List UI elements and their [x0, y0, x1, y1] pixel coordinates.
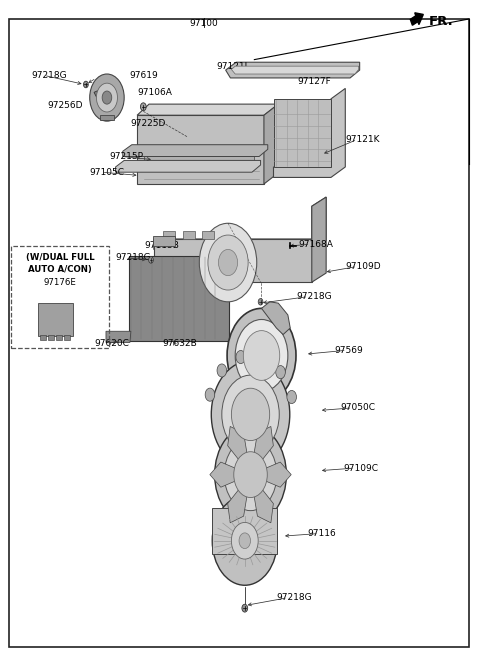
Polygon shape: [274, 99, 331, 167]
Text: 97218G: 97218G: [297, 292, 332, 301]
Circle shape: [149, 256, 154, 263]
Circle shape: [257, 351, 267, 364]
Text: 97256D: 97256D: [48, 101, 83, 110]
FancyBboxPatch shape: [48, 335, 54, 340]
Circle shape: [242, 604, 248, 612]
Circle shape: [141, 103, 146, 111]
Polygon shape: [106, 331, 131, 342]
Text: 97218G: 97218G: [32, 71, 67, 80]
Polygon shape: [212, 508, 277, 554]
Polygon shape: [202, 231, 214, 239]
Polygon shape: [154, 197, 326, 249]
Polygon shape: [226, 62, 360, 78]
Circle shape: [211, 361, 290, 468]
Text: 97116: 97116: [307, 529, 336, 538]
Polygon shape: [116, 161, 261, 173]
Polygon shape: [262, 302, 290, 335]
Circle shape: [199, 223, 257, 302]
FancyBboxPatch shape: [40, 335, 46, 340]
Text: 97106A: 97106A: [137, 88, 172, 97]
Text: 97168A: 97168A: [299, 239, 333, 249]
Circle shape: [227, 308, 296, 403]
Text: 97176E: 97176E: [44, 277, 77, 287]
Polygon shape: [144, 152, 254, 168]
Polygon shape: [231, 66, 359, 74]
Polygon shape: [274, 89, 345, 177]
Text: 97109C: 97109C: [343, 464, 378, 472]
Polygon shape: [312, 197, 326, 282]
Polygon shape: [251, 462, 291, 487]
Text: 97121K: 97121K: [345, 135, 380, 144]
Polygon shape: [182, 231, 194, 239]
Circle shape: [234, 452, 267, 497]
Polygon shape: [153, 236, 175, 245]
Circle shape: [236, 350, 246, 363]
Circle shape: [258, 298, 263, 305]
Text: AUTO A/CON): AUTO A/CON): [28, 264, 92, 274]
Polygon shape: [228, 426, 251, 475]
Polygon shape: [37, 303, 73, 336]
Text: 97215P: 97215P: [110, 152, 144, 161]
Text: 97218G: 97218G: [116, 253, 151, 262]
Text: 97105C: 97105C: [90, 168, 125, 176]
Polygon shape: [163, 231, 175, 239]
Polygon shape: [94, 89, 104, 97]
Circle shape: [208, 235, 248, 290]
Text: 97127F: 97127F: [298, 77, 331, 87]
FancyArrow shape: [410, 12, 423, 25]
Text: 97218G: 97218G: [276, 593, 312, 602]
Circle shape: [90, 74, 124, 121]
Polygon shape: [210, 462, 251, 487]
Polygon shape: [228, 475, 251, 523]
Circle shape: [287, 390, 297, 403]
Circle shape: [222, 375, 279, 454]
Circle shape: [276, 365, 285, 379]
Text: 97620C: 97620C: [95, 339, 130, 348]
Text: 97225D: 97225D: [130, 119, 165, 129]
Circle shape: [235, 319, 288, 392]
Polygon shape: [100, 115, 114, 120]
Circle shape: [84, 81, 88, 88]
Text: (W/DUAL FULL: (W/DUAL FULL: [26, 253, 95, 262]
Circle shape: [96, 83, 118, 112]
Polygon shape: [123, 145, 268, 157]
Text: FR.: FR.: [429, 15, 454, 28]
Polygon shape: [137, 115, 264, 184]
Circle shape: [205, 388, 215, 401]
Text: 97050C: 97050C: [340, 403, 375, 413]
FancyBboxPatch shape: [56, 335, 62, 340]
FancyBboxPatch shape: [64, 335, 70, 340]
Polygon shape: [251, 475, 273, 523]
Circle shape: [217, 364, 227, 377]
Circle shape: [215, 426, 287, 523]
Text: 97109D: 97109D: [345, 262, 381, 271]
Circle shape: [239, 533, 251, 548]
Polygon shape: [251, 426, 273, 475]
Text: 97100: 97100: [190, 19, 218, 28]
Circle shape: [102, 91, 112, 104]
Polygon shape: [154, 239, 312, 282]
Text: 97632B: 97632B: [162, 339, 197, 348]
FancyBboxPatch shape: [129, 256, 229, 341]
Circle shape: [218, 249, 238, 276]
Text: 97619: 97619: [129, 71, 158, 80]
Circle shape: [231, 388, 270, 441]
Circle shape: [231, 522, 258, 559]
Text: 97569: 97569: [335, 346, 363, 355]
Polygon shape: [137, 104, 278, 115]
Polygon shape: [264, 104, 278, 184]
Text: 97113B: 97113B: [144, 241, 179, 250]
Circle shape: [224, 439, 277, 510]
Circle shape: [212, 496, 277, 585]
Bar: [11, 246, 109, 348]
Circle shape: [243, 331, 280, 380]
Text: 97121J: 97121J: [216, 62, 247, 71]
